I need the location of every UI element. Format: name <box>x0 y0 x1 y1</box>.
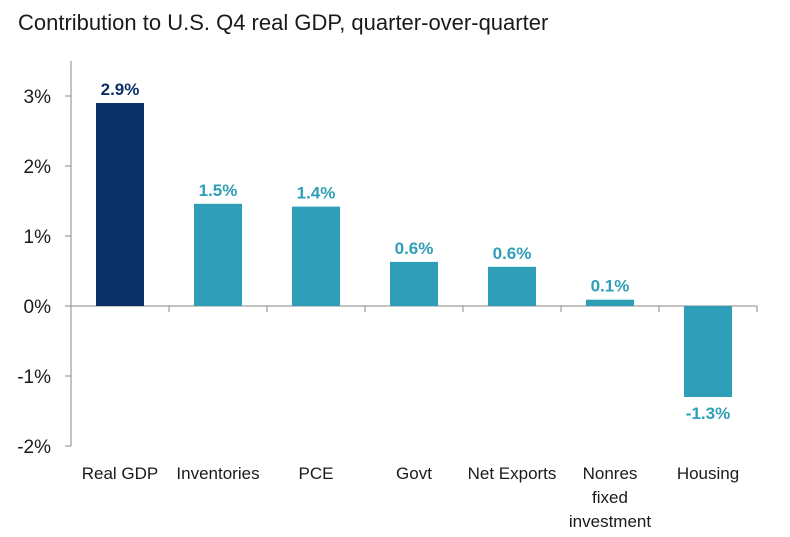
bar <box>488 266 536 306</box>
category-label: Real GDP <box>82 464 159 483</box>
category-label: Nonres <box>583 464 638 483</box>
category-label: Govt <box>396 464 432 483</box>
y-tick-label: 2% <box>24 157 52 178</box>
category-label: PCE <box>299 464 334 483</box>
y-tick-label: 3% <box>24 87 52 108</box>
bar <box>96 103 144 306</box>
y-tick-label: -1% <box>17 367 51 388</box>
bar <box>684 306 732 397</box>
bar <box>390 261 438 306</box>
data-label: 0.6% <box>493 244 532 263</box>
data-label: 1.5% <box>199 181 238 200</box>
x-axis <box>71 305 758 312</box>
category-label: Inventories <box>176 464 259 483</box>
category-label: Housing <box>677 464 739 483</box>
category-labels: Real GDP Inventories PCE Govt Net Exports Non… <box>82 464 739 531</box>
data-label: 1.4% <box>297 184 336 203</box>
bar <box>194 203 242 306</box>
bar <box>586 299 634 306</box>
bar <box>292 206 340 306</box>
y-tick-label: 0% <box>24 297 52 318</box>
bars <box>96 103 732 397</box>
y-tick-label: 1% <box>24 227 52 248</box>
chart-title: Contribution to U.S. Q4 real GDP, quarte… <box>18 10 549 35</box>
category-label: Net Exports <box>468 464 557 483</box>
data-label: -1.3% <box>686 404 730 423</box>
y-tick-label: -2% <box>17 437 51 458</box>
category-label: investment <box>569 512 651 531</box>
data-label: 0.1% <box>591 277 630 296</box>
data-labels: 2.9% 1.5% 1.4% 0.6% 0.6% 0.1% -1.3% <box>101 80 731 423</box>
data-label: 2.9% <box>101 80 140 99</box>
category-label: fixed <box>592 488 628 507</box>
y-axis: -2% -1% 0% 1% 2% 3% <box>17 61 72 458</box>
data-label: 0.6% <box>395 239 434 258</box>
